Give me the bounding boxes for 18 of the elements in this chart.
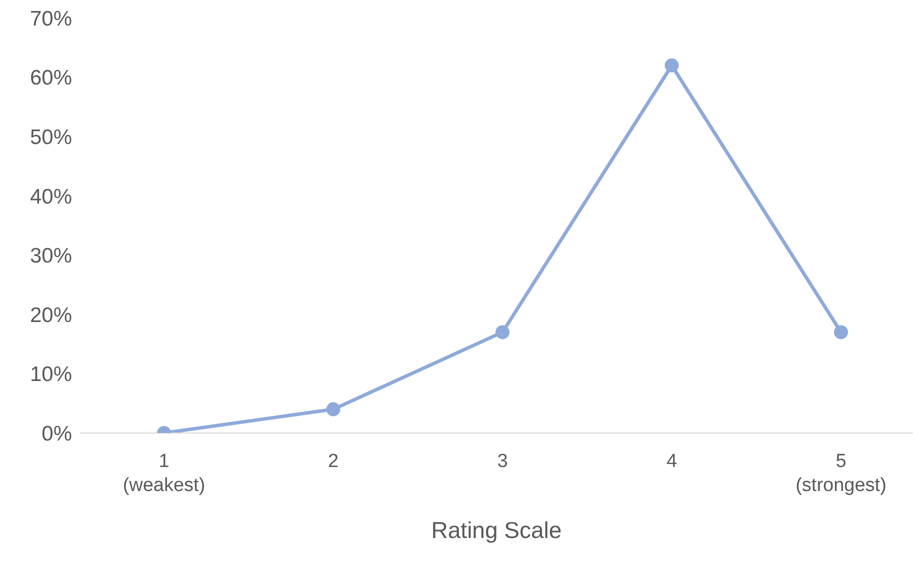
y-tick-label: 0%	[42, 422, 72, 446]
point	[664, 58, 679, 72]
x-tick-label: 2	[328, 451, 339, 472]
y-tick-label: 70%	[30, 7, 72, 30]
x-tick-label: 4	[666, 451, 678, 472]
x-tick-label: 5 (strongest)	[796, 451, 886, 496]
point	[326, 402, 340, 416]
y-tick-label: 10%	[30, 363, 72, 386]
y-tick-label: 30%	[30, 244, 72, 268]
point	[834, 325, 848, 340]
y-tick-label: 50%	[30, 126, 72, 150]
x-tick-label: 1 (weakest)	[122, 451, 206, 496]
y-tick-label: 20%	[30, 304, 72, 327]
point	[496, 325, 510, 340]
y-tick-label: 40%	[30, 185, 72, 208]
y-tick-label: 60%	[30, 66, 72, 90]
x-axis-title: Rating Scale	[431, 517, 562, 543]
x-tick-label: 3	[497, 451, 508, 472]
